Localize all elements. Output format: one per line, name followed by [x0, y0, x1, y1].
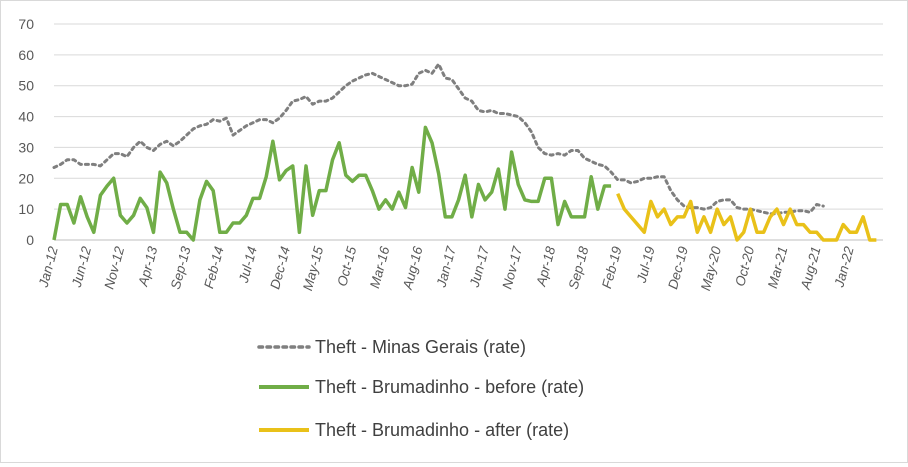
y-tick-label: 70	[18, 16, 34, 32]
y-tick-label: 60	[18, 47, 34, 63]
x-tick-label: Feb-19	[599, 244, 625, 290]
series-line-brumadinho-after	[616, 193, 877, 242]
x-tick-label: Jan-12	[35, 244, 61, 289]
legend-label-brumadinho-after: Theft - Brumadinho - after (rate)	[315, 420, 569, 440]
x-tick-label: Jul-19	[634, 244, 658, 285]
x-tick-label: Jan-17	[433, 244, 459, 289]
y-tick-label: 40	[18, 109, 34, 125]
y-tick-label: 30	[18, 139, 34, 155]
x-tick-label: Sep-18	[566, 244, 592, 290]
x-tick-label: Dec-19	[665, 244, 691, 290]
series-line-brumadinho-before	[52, 125, 612, 242]
legend-item-brumadinho-after: Theft - Brumadinho - after (rate)	[259, 420, 569, 440]
x-tick-label: Dec-14	[267, 245, 293, 291]
x-tick-label: Apr-18	[533, 244, 558, 288]
x-tick-label: Jul-14	[236, 245, 260, 285]
legend-item-brumadinho-before: Theft - Brumadinho - before (rate)	[259, 377, 584, 397]
gridlines	[54, 23, 883, 210]
series-lines	[52, 62, 877, 242]
x-tick-label: Apr-13	[135, 244, 160, 288]
x-tick-label: Nov-17	[499, 244, 525, 290]
x-tick-label: Oct-15	[334, 244, 359, 287]
x-tick-label: Sep-13	[168, 244, 194, 290]
legend-label-brumadinho-before: Theft - Brumadinho - before (rate)	[315, 377, 584, 397]
x-tick-label: Nov-12	[101, 244, 127, 290]
x-tick-label: Jun-17	[467, 244, 493, 289]
legend: Theft - Minas Gerais (rate) Theft - Brum…	[257, 337, 584, 440]
y-axis: 0 10 20 30 40 50 60 70	[18, 16, 34, 248]
x-tick-label: May-15	[300, 244, 326, 292]
y-tick-label: 10	[18, 201, 34, 217]
x-axis: Jan-12 Jun-12 Nov-12 Apr-13 Sep-13 Feb-14 Jul-…	[35, 239, 883, 292]
y-tick-label: 0	[26, 232, 34, 248]
legend-item-minas-gerais: Theft - Minas Gerais (rate)	[257, 337, 526, 357]
y-tick-label: 50	[18, 78, 34, 94]
x-tick-label: Jan-22	[831, 244, 857, 289]
x-tick-label: Aug-21	[798, 245, 824, 292]
x-tick-label: Jun-12	[69, 244, 95, 289]
legend-label-minas-gerais: Theft - Minas Gerais (rate)	[315, 337, 526, 357]
y-tick-label: 20	[18, 170, 34, 186]
x-tick-label: Aug-16	[400, 244, 426, 291]
x-tick-label: Feb-14	[201, 245, 227, 290]
x-tick-label: Oct-20	[732, 244, 757, 287]
x-tick-label: Mar-21	[765, 245, 790, 290]
series-line-minas-gerais	[52, 62, 825, 216]
x-tick-label: Mar-16	[367, 244, 393, 289]
x-tick-label: May-20	[698, 244, 724, 292]
